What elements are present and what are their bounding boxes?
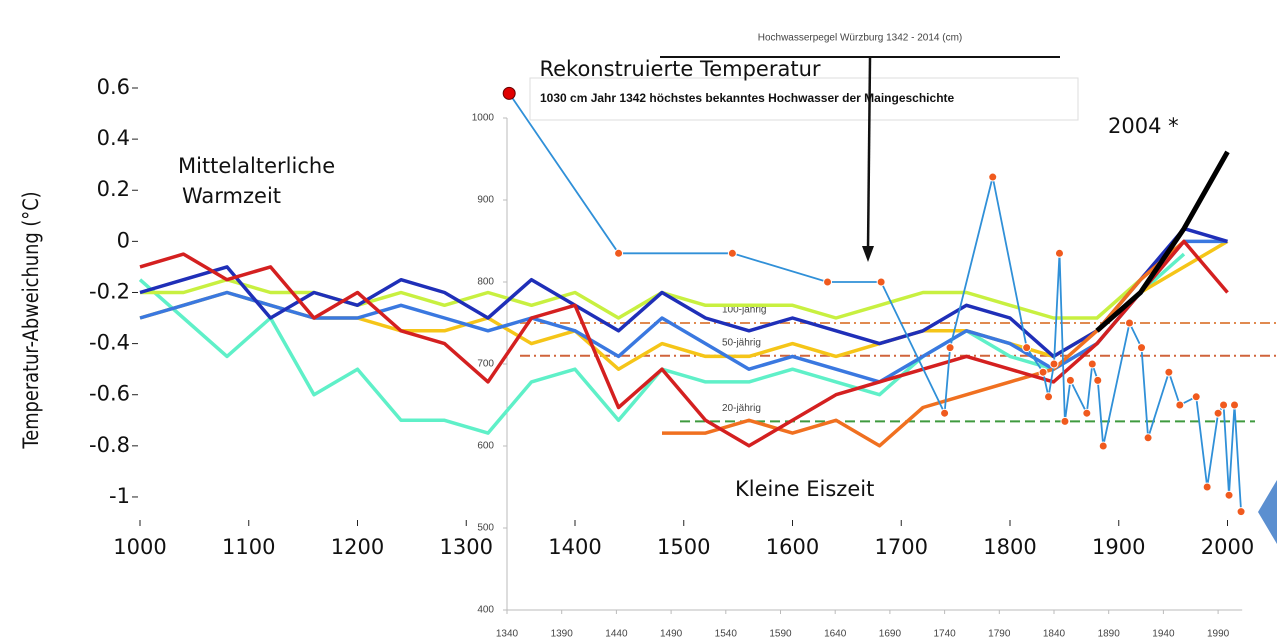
flood-point: [1213, 408, 1223, 418]
flood-point: [1175, 400, 1185, 410]
x-tick-label: 1200: [331, 535, 384, 559]
x-tick-label: 1700: [875, 535, 928, 559]
y-tick-label: 800: [477, 277, 494, 288]
flood-point: [876, 277, 886, 287]
x-tick-label: 1940: [1152, 629, 1175, 640]
flood-point: [1098, 441, 1108, 451]
x-tick-label: 1640: [824, 629, 847, 640]
flood-point: [1137, 343, 1147, 353]
flood-point: [1022, 343, 1032, 353]
flood-point: [1065, 375, 1075, 385]
annotation: Mittelalterliche: [178, 154, 335, 178]
flood-point: [1143, 433, 1153, 443]
nav-arrow: [1258, 480, 1277, 544]
flood-point: [1060, 416, 1070, 426]
flood-point: [1044, 392, 1054, 402]
annotation: Warmzeit: [182, 184, 281, 208]
flood-point: [945, 343, 955, 353]
temperature-line: [139, 226, 1228, 359]
annotation-box: [529, 77, 1079, 121]
y-tick-label: 0.4: [97, 126, 130, 150]
flood-point: [1124, 318, 1134, 328]
x-tick-label: 1340: [496, 629, 519, 640]
x-tick-label: 1500: [657, 535, 710, 559]
chart-title: Hochwasserpegel Würzburg 1342 - 2014 (cm…: [758, 33, 963, 44]
flood-point: [502, 86, 516, 100]
flood-point: [1164, 367, 1174, 377]
flood-point: [614, 248, 624, 258]
flood-point: [1236, 507, 1246, 517]
y-tick-label: -0.8: [89, 433, 130, 457]
chart-title: Rekonstruierte Temperatur: [539, 57, 820, 81]
annotation: 1030 cm Jahr 1342 höchstes bekanntes Hoc…: [540, 91, 955, 105]
reference-label: 100-jährig: [722, 305, 766, 316]
x-tick-label: 1490: [660, 629, 683, 640]
x-tick-label: 1400: [548, 535, 601, 559]
x-tick-label: 1390: [551, 629, 574, 640]
flood-point: [940, 408, 950, 418]
flood-point: [1049, 359, 1059, 369]
x-tick-label: 1000: [113, 535, 166, 559]
x-tick-label: 1790: [988, 629, 1011, 640]
temperature-line: [139, 239, 1228, 384]
flood-point: [1093, 375, 1103, 385]
y-tick-label: 0.2: [97, 177, 130, 201]
flood-point: [1202, 482, 1212, 492]
flood-point: [1224, 490, 1234, 500]
x-tick-label: 1540: [715, 629, 738, 640]
y-tick-label: -1: [109, 484, 130, 508]
reference-label: 50-jährig: [722, 337, 761, 348]
flood-point: [1219, 400, 1229, 410]
pointer-arrow: [866, 57, 872, 251]
y-tick-label: -0.6: [89, 382, 130, 406]
flood-point: [1230, 400, 1240, 410]
x-tick-label: 1900: [1092, 535, 1145, 559]
temperature-line: [1095, 150, 1230, 333]
y-tick-label: 400: [477, 605, 494, 616]
y-tick-label: 0: [117, 228, 130, 252]
flood-point: [1087, 359, 1097, 369]
flood-point: [1054, 248, 1064, 258]
flood-point: [988, 172, 998, 182]
x-tick-label: 1890: [1098, 629, 1121, 640]
y-tick-label: -0.4: [89, 331, 130, 355]
y-tick-label: 900: [477, 195, 494, 206]
y-tick-label: 500: [477, 523, 494, 534]
y-axis-label: Temperatur-Abweichung (°C): [19, 191, 44, 449]
x-tick-label: 1590: [769, 629, 792, 640]
flood-point: [1082, 408, 1092, 418]
y-tick-label: 1000: [472, 113, 495, 124]
x-tick-label: 1300: [440, 535, 493, 559]
x-tick-label: 2000: [1201, 535, 1254, 559]
x-tick-label: 1440: [605, 629, 628, 640]
annotation: 2004 *: [1108, 114, 1179, 138]
x-tick-label: 1840: [1043, 629, 1066, 640]
flood-point: [823, 277, 833, 287]
x-tick-label: 1800: [983, 535, 1036, 559]
reference-label: 20-jährig: [722, 403, 761, 414]
y-tick-label: 600: [477, 441, 494, 452]
flood-point: [1191, 392, 1201, 402]
annotation: Kleine Eiszeit: [735, 477, 874, 501]
y-tick-label: 0.6: [97, 75, 130, 99]
flood-point: [1038, 367, 1048, 377]
flood-point: [727, 248, 737, 258]
arrow-head: [862, 246, 874, 262]
x-tick-label: 1100: [222, 535, 275, 559]
y-tick-label: -0.2: [89, 279, 130, 303]
x-tick-label: 1600: [766, 535, 819, 559]
temperature-line: [139, 239, 1229, 448]
y-tick-label: 700: [477, 359, 494, 370]
x-tick-label: 1990: [1207, 629, 1230, 640]
x-tick-label: 1690: [879, 629, 902, 640]
x-tick-label: 1740: [933, 629, 956, 640]
